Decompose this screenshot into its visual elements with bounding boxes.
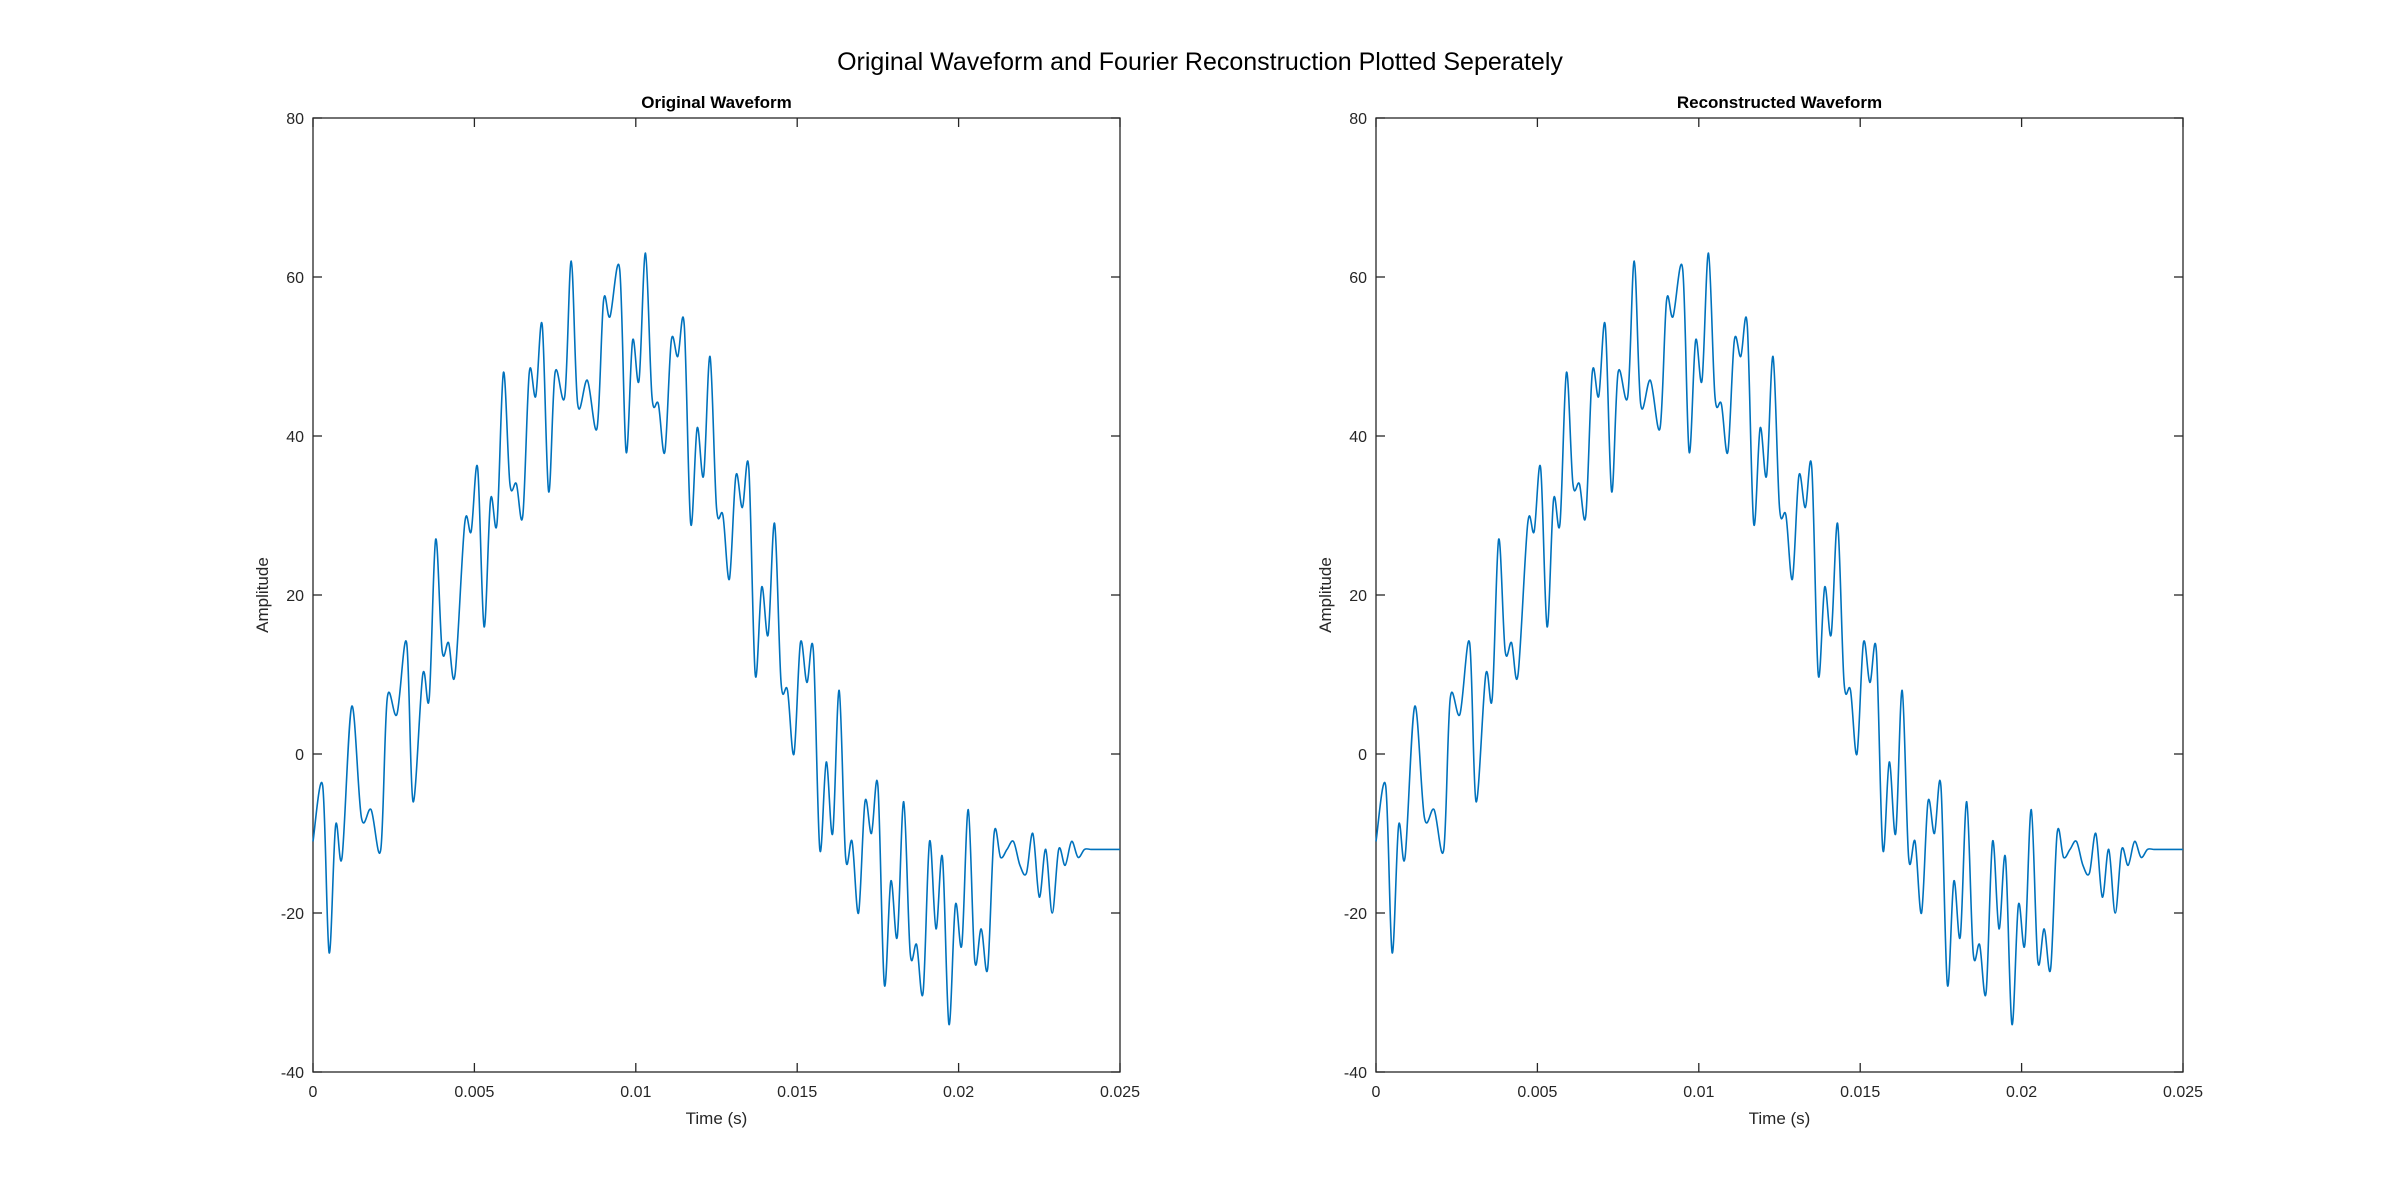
x-tick-label: 0.01: [1683, 1084, 1714, 1101]
subplot-title: Original Waveform: [641, 93, 792, 112]
figure-title: Original Waveform and Fourier Reconstruc…: [837, 48, 1563, 76]
y-tick-label: -20: [281, 906, 304, 923]
y-tick-label: -40: [1344, 1065, 1367, 1082]
x-tick-label: 0.025: [2163, 1084, 2203, 1101]
x-tick-label: 0.015: [1840, 1084, 1880, 1101]
series-line-1: [312, 252, 1120, 1026]
subplot-1: Original Waveform 0 0.005 0.01 0.015 0.02 0.02…: [253, 93, 1140, 1128]
y-tick-label: 0: [295, 747, 304, 764]
x-tick-label: 0.005: [454, 1084, 494, 1101]
y-tick-label: 60: [286, 270, 304, 287]
y-tick-label: 80: [286, 111, 304, 128]
y-tick-label: 20: [286, 588, 304, 605]
x-tick-label: 0: [1372, 1084, 1381, 1101]
y-tick-label: 0: [1358, 747, 1367, 764]
x-axis-label: Time (s): [1749, 1109, 1811, 1128]
x-tick-label: 0.02: [2006, 1084, 2037, 1101]
x-tick-label: 0: [309, 1084, 318, 1101]
series-line-1: [1375, 252, 2183, 1026]
x-tick-label: 0.025: [1100, 1084, 1140, 1101]
y-axis-label: Amplitude: [253, 557, 272, 633]
subplot-2: Reconstructed Waveform 0 0.005 0.01 0.015 0.0…: [1316, 93, 2203, 1128]
x-tick-label: 0.02: [943, 1084, 974, 1101]
y-tick-label: 80: [1349, 111, 1367, 128]
y-tick-label: 60: [1349, 270, 1367, 287]
x-tick-label: 0.005: [1517, 1084, 1557, 1101]
x-tick-label: 0.01: [620, 1084, 651, 1101]
y-tick-label: 20: [1349, 588, 1367, 605]
axes-box: [1375, 117, 2184, 1073]
y-tick-label: -20: [1344, 906, 1367, 923]
y-tick-label: -40: [281, 1065, 304, 1082]
x-axis-label: Time (s): [686, 1109, 748, 1128]
y-tick-label: 40: [1349, 429, 1367, 446]
y-axis-label: Amplitude: [1316, 557, 1335, 633]
y-tick-label: 40: [286, 429, 304, 446]
subplot-title: Reconstructed Waveform: [1677, 93, 1882, 112]
x-tick-label: 0.015: [777, 1084, 817, 1101]
axes-box: [312, 117, 1121, 1073]
